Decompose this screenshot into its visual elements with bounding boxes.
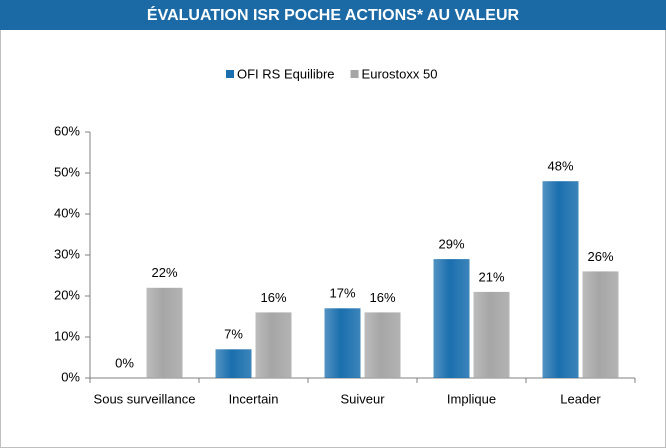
y-tick-label: 50% — [54, 164, 80, 179]
x-tick-label: Sous surveillance — [94, 391, 196, 406]
x-tick-label: Implique — [447, 391, 496, 406]
legend-label: Eurostoxx 50 — [362, 66, 438, 81]
bar — [473, 291, 510, 378]
title-band — [0, 0, 666, 30]
data-label: 48% — [547, 159, 573, 174]
data-label: 29% — [438, 237, 464, 252]
data-label: 16% — [260, 290, 286, 305]
x-tick-label: Suiveur — [340, 391, 385, 406]
y-tick-label: 40% — [54, 205, 80, 220]
data-label: 17% — [329, 286, 355, 301]
data-label: 16% — [369, 290, 395, 305]
legend-swatch — [350, 70, 359, 78]
data-label: 22% — [151, 265, 177, 280]
bar — [582, 271, 619, 378]
y-tick-label: 60% — [54, 123, 80, 138]
bar — [215, 349, 252, 378]
y-tick-label: 0% — [61, 369, 80, 384]
bar — [324, 308, 361, 378]
bar — [255, 312, 292, 378]
legend-swatch — [226, 70, 234, 78]
bar — [542, 181, 579, 378]
y-tick-label: 10% — [54, 328, 80, 343]
data-label: 7% — [224, 327, 243, 342]
y-tick-label: 30% — [54, 246, 80, 261]
bar — [146, 287, 183, 378]
x-tick-label: Leader — [560, 391, 601, 406]
y-tick-label: 20% — [54, 287, 80, 302]
data-label: 26% — [587, 249, 613, 264]
x-tick-label: Incertain — [229, 391, 279, 406]
bar — [433, 259, 470, 378]
legend-label: OFI RS Equilibre — [237, 66, 335, 81]
chart-title: ÉVALUATION ISR POCHE ACTIONS* AU VALEUR — [147, 5, 520, 24]
data-label: 21% — [478, 269, 504, 284]
data-label: 0% — [115, 355, 134, 370]
bar — [364, 312, 401, 378]
